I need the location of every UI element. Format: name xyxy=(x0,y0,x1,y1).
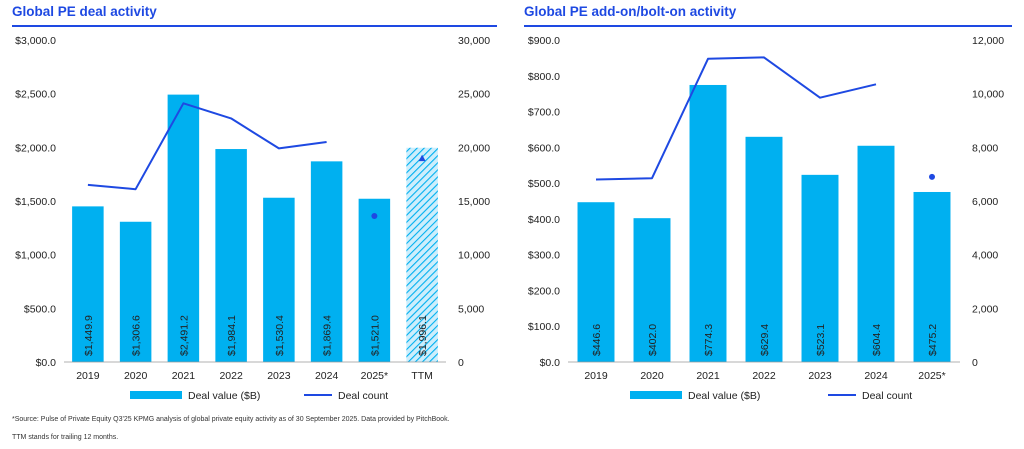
chart-2-bar-data-label: $604.4 xyxy=(871,324,883,356)
chart-2-x-tick-label: 2024 xyxy=(864,370,888,382)
chart-2-bar xyxy=(745,136,783,362)
chart-1-y2-tick-label: 30,000 xyxy=(458,35,490,47)
chart-1-legend-bar-swatch xyxy=(130,391,182,399)
ttm-footnote: TTM stands for trailing 12 months. xyxy=(12,434,119,441)
chart-2-bar xyxy=(577,202,615,362)
chart-1-y-tick-label: $0.0 xyxy=(36,357,57,369)
chart-2-bar-data-label: $774.3 xyxy=(703,324,715,356)
chart-2-y2-tick-label: 4,000 xyxy=(972,250,998,262)
chart-2-bar xyxy=(633,218,671,362)
chart-1-y-tick-label: $500.0 xyxy=(24,303,56,315)
chart-2-y-tick-label: $900.0 xyxy=(528,35,560,47)
chart-1-bar-data-label: $1,449.9 xyxy=(83,315,95,356)
chart-1-bar xyxy=(358,198,391,362)
chart-1-bar-data-label: $2,491.2 xyxy=(178,315,190,356)
source-footnote: *Source: Pulse of Private Equity Q3'25 K… xyxy=(12,416,450,423)
chart-1-bar xyxy=(406,147,438,362)
chart-2-y-tick-label: $400.0 xyxy=(528,214,560,226)
chart-2-x-tick-label: 2021 xyxy=(696,370,720,382)
chart-2-legend-bar-swatch xyxy=(630,391,682,399)
chart-2-bar xyxy=(801,174,839,362)
chart-2-deal-count-line xyxy=(595,56,877,181)
chart-2-y2-tick-label: 8,000 xyxy=(972,142,998,154)
chart-1-bar-data-label: $1,984.1 xyxy=(226,315,238,356)
chart-1-bar-data-label: $1,996.1 xyxy=(417,315,429,356)
chart-2-y-tick-label: $100.0 xyxy=(528,321,560,333)
chart-2-legend-deal-count: Deal count xyxy=(862,390,912,402)
chart-1-y2-tick-label: 15,000 xyxy=(458,196,490,208)
chart-1-y-tick-label: $3,000.0 xyxy=(15,35,56,47)
chart-1-x-tick-label: 2022 xyxy=(219,370,243,382)
chart-1-bar xyxy=(263,197,295,362)
chart-1-x-tick-label: 2019 xyxy=(76,370,100,382)
chart-2-x-tick-label: 2025* xyxy=(918,370,945,382)
chart-2-y-tick-label: $0.0 xyxy=(540,357,561,369)
chart-1-bar xyxy=(167,94,200,362)
chart-1-bar-data-label: $1,869.4 xyxy=(322,315,334,356)
chart-1-deal-count-marker xyxy=(418,154,426,162)
chart-1-deal-count-marker xyxy=(371,213,378,220)
chart-2-y2-tick-label: 12,000 xyxy=(972,35,1004,47)
chart-2-y-tick-label: $600.0 xyxy=(528,142,560,154)
chart-1-bar xyxy=(310,161,343,362)
chart-2-bar xyxy=(857,145,895,362)
chart-2-deal-count-marker xyxy=(929,173,935,180)
chart-2-bar-data-label: $475.2 xyxy=(927,324,939,356)
chart-1-bar-data-label: $1,530.4 xyxy=(274,315,286,356)
chart-1-y2-tick-label: 5,000 xyxy=(458,303,484,315)
chart-2-y-tick-label: $200.0 xyxy=(528,285,560,297)
chart-1-y-tick-label: $2,000.0 xyxy=(15,142,56,154)
chart-1-y-tick-label: $1,000.0 xyxy=(15,250,56,262)
chart-2-svg: $0.0 $100.0 $200.0 $300.0 $400.0 $500.0 $600.0… xyxy=(528,35,1004,402)
chart-1-x-tick-label: 2024 xyxy=(315,370,339,382)
chart-1-x-tick-label: 2025* xyxy=(361,370,388,382)
chart-2-x-tick-label: 2020 xyxy=(640,370,664,382)
chart-1-y2-tick-label: 25,000 xyxy=(458,89,490,101)
chart-1-y-tick-label: $1,500.0 xyxy=(15,196,56,208)
chart-2-y-tick-label: $500.0 xyxy=(528,178,560,190)
chart-1-x-tick-label: 2023 xyxy=(267,370,291,382)
chart-1-legend-deal-value: Deal value ($B) xyxy=(188,390,260,402)
chart-2-bar-data-label: $523.1 xyxy=(815,324,827,356)
chart-1-x-tick-label: TTM xyxy=(411,370,433,382)
chart-1-bar xyxy=(215,149,247,362)
chart-1-x-tick-label: 2021 xyxy=(172,370,196,382)
chart-2-bar xyxy=(913,191,951,362)
chart-1-y2-tick-label: 0 xyxy=(458,357,464,369)
chart-2-y2-tick-label: 2,000 xyxy=(972,303,998,315)
chart-1-deal-count-line xyxy=(87,102,327,191)
chart-1-title: Global PE deal activity xyxy=(12,4,157,19)
chart-2-bar-data-label: $402.0 xyxy=(647,324,659,356)
chart-2-legend-deal-value: Deal value ($B) xyxy=(688,390,760,402)
chart-2-bar-data-label: $446.6 xyxy=(591,324,603,356)
chart-1-bar xyxy=(119,221,152,362)
chart-2-x-tick-label: 2023 xyxy=(808,370,832,382)
chart-2-title: Global PE add-on/bolt-on activity xyxy=(524,4,737,19)
chart-2-title-rule xyxy=(524,25,1012,27)
chart-2-y-tick-label: $800.0 xyxy=(528,71,560,83)
chart-2-bar-data-label: $629.4 xyxy=(759,324,771,356)
chart-2-y2-tick-label: 0 xyxy=(972,357,978,369)
chart-2-y-tick-label: $300.0 xyxy=(528,250,560,262)
chart-1-y2-tick-label: 20,000 xyxy=(458,142,490,154)
chart-2-y-tick-label: $700.0 xyxy=(528,107,560,119)
chart-1-svg: $0.0 $500.0 $1,000.0 $1,500.0 $2,000.0 $2,500… xyxy=(15,35,490,402)
chart-1-bar xyxy=(72,206,104,362)
chart-1-title-rule xyxy=(12,25,497,27)
chart-1-bar-data-label: $1,521.0 xyxy=(369,315,381,356)
chart-2-y2-tick-label: 6,000 xyxy=(972,196,998,208)
chart-2-x-tick-label: 2022 xyxy=(752,370,776,382)
chart-2-y2-tick-label: 10,000 xyxy=(972,89,1004,101)
chart-2-x-tick-label: 2019 xyxy=(584,370,608,382)
chart-2-bar xyxy=(689,84,727,363)
chart-1-x-tick-label: 2020 xyxy=(124,370,148,382)
chart-1-bar-data-label: $1,306.6 xyxy=(131,315,143,356)
chart-1-y-tick-label: $2,500.0 xyxy=(15,89,56,101)
chart-1-y2-tick-label: 10,000 xyxy=(458,250,490,262)
chart-1-legend-deal-count: Deal count xyxy=(338,390,388,402)
